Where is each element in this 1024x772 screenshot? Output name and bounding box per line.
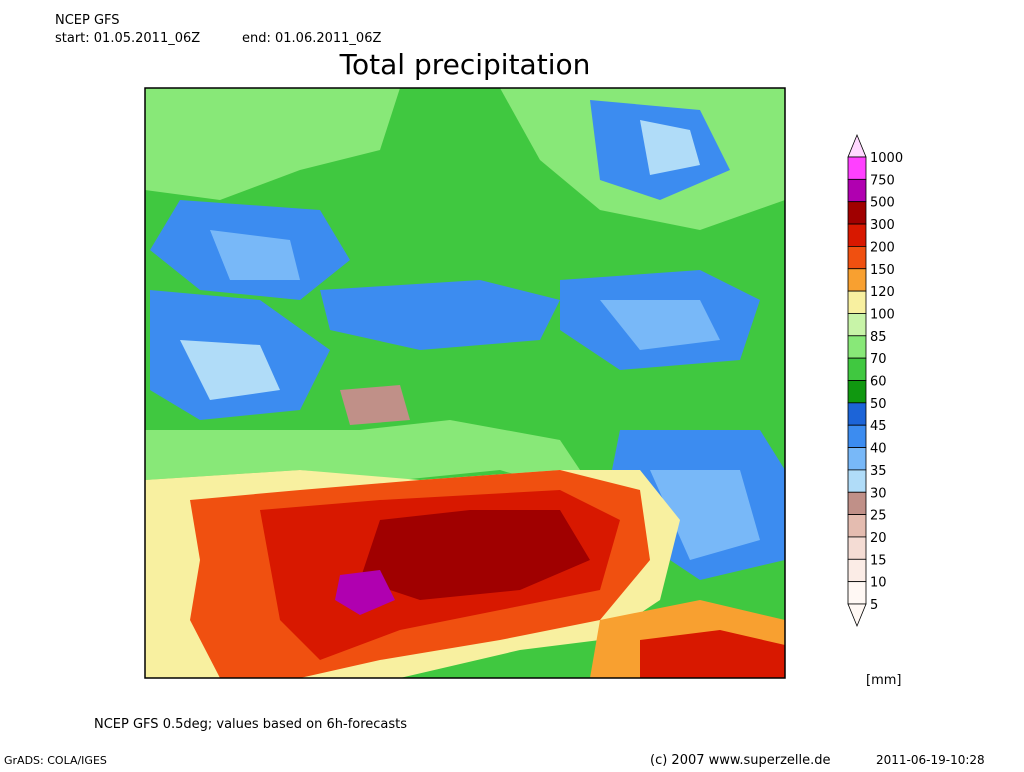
copyright: (c) 2007 www.superzelle.de <box>650 753 831 768</box>
legend-label: 200 <box>870 240 895 255</box>
legend-swatch <box>847 313 867 337</box>
legend-swatch <box>847 357 867 381</box>
legend-label: 50 <box>870 397 887 412</box>
legend-swatch <box>847 156 867 180</box>
legend-label: 45 <box>870 419 887 434</box>
legend-swatch <box>847 290 867 314</box>
legend-swatch <box>847 514 867 538</box>
map-title: Total precipitation <box>339 48 591 81</box>
legend-swatch <box>847 447 867 471</box>
legend-label: 35 <box>870 464 887 479</box>
legend-swatch <box>847 581 867 605</box>
legend-unit: [mm] <box>866 673 901 688</box>
legend-swatch <box>847 201 867 225</box>
legend-label: 300 <box>870 218 895 233</box>
legend-label: 60 <box>870 375 887 390</box>
legend-swatch <box>847 178 867 203</box>
legend-label: 15 <box>870 553 887 568</box>
legend-swatch <box>847 536 867 560</box>
legend-label: 500 <box>870 196 895 211</box>
legend-swatch <box>847 469 867 493</box>
legend-label: 5 <box>870 598 878 613</box>
legend-swatch <box>847 245 867 270</box>
legend-label: 150 <box>870 263 895 278</box>
end-time: end: 01.06.2011_06Z <box>242 31 381 46</box>
legend-label: 70 <box>870 352 887 367</box>
legend-label: 30 <box>870 486 887 501</box>
legend-swatch <box>847 380 867 404</box>
legend-label: 750 <box>870 173 895 188</box>
legend-cap <box>847 133 867 158</box>
legend-label: 10 <box>870 576 887 591</box>
color-legend: 1000 750 500 300 200 150 120 100 85 70 60 50 45 40 35 3… <box>847 133 903 628</box>
software-credit: GrADS: COLA/IGES <box>4 754 107 767</box>
legend-swatch <box>847 491 867 516</box>
legend-swatch <box>847 223 867 247</box>
precip-map <box>144 87 786 679</box>
timestamp: 2011-06-19-10:28 <box>876 753 985 767</box>
legend-swatch <box>847 424 867 448</box>
legend-label: 20 <box>870 531 887 546</box>
legend-label: 85 <box>870 330 887 345</box>
legend-label: 120 <box>870 285 895 300</box>
start-time: start: 01.05.2011_06Z <box>55 31 200 46</box>
footer-note: NCEP GFS 0.5deg; values based on 6h-fore… <box>94 717 407 732</box>
legend-swatch <box>847 335 867 359</box>
legend-label: 1000 <box>870 151 903 166</box>
legend-label: 40 <box>870 442 887 457</box>
legend-cap <box>847 603 867 628</box>
legend-label: 25 <box>870 509 887 524</box>
legend-swatch <box>847 268 867 292</box>
legend-label: 100 <box>870 307 895 322</box>
legend-swatch <box>847 402 867 426</box>
model-name: NCEP GFS <box>55 13 120 28</box>
legend-swatch <box>847 558 867 583</box>
